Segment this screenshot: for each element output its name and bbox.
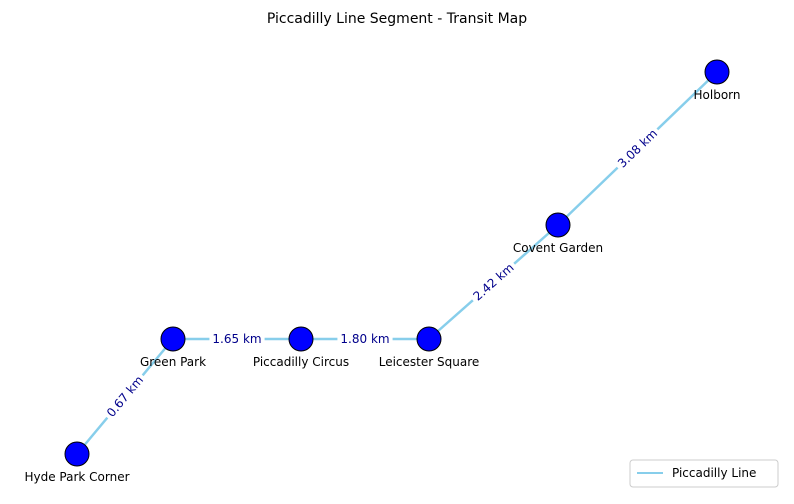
distance-label-background: [337, 331, 393, 347]
distance-label-group: 2.42 km: [467, 257, 520, 307]
distance-labels: 0.67 km 1.65 km 1.80 km 2.42 km 3.08 km: [101, 123, 663, 423]
distance-label-background: [101, 370, 149, 423]
stations: [64, 59, 730, 467]
station-node-green-park: [160, 326, 186, 352]
station-label-holborn: Holborn: [694, 88, 741, 102]
legend: Piccadilly Line: [629, 459, 779, 488]
line-segments: [76, 71, 718, 455]
distance-label: 2.42 km: [470, 260, 516, 303]
station-node-leicester-square: [416, 326, 442, 352]
distance-label-group: 1.80 km: [337, 331, 393, 347]
distance-label-group: 3.08 km: [612, 123, 663, 174]
distance-label: 1.80 km: [340, 332, 389, 346]
station-node-covent-garden: [545, 212, 571, 238]
distance-label-group: 1.65 km: [209, 331, 265, 347]
station-node-piccadilly-circus: [288, 326, 314, 352]
station-label-green-park: Green Park: [140, 355, 206, 369]
legend-box: [629, 459, 779, 488]
distance-label: 0.67 km: [104, 373, 146, 420]
distance-label: 3.08 km: [615, 126, 660, 170]
station-label-hyde-park-corner: Hyde Park Corner: [24, 470, 129, 484]
distance-label-background: [467, 257, 520, 307]
legend-label: Piccadilly Line: [672, 466, 756, 480]
station-node-holborn: [704, 59, 730, 85]
station-labels: Hyde Park Corner Green Park Piccadilly Cir…: [24, 88, 740, 484]
distance-label-background: [209, 331, 265, 347]
distance-label-background: [612, 123, 663, 174]
station-label-piccadilly-circus: Piccadilly Circus: [253, 355, 349, 369]
distance-label-group: 0.67 km: [101, 370, 149, 423]
station-label-leicester-square: Leicester Square: [379, 355, 480, 369]
map-title: Piccadilly Line Segment - Transit Map: [267, 11, 527, 27]
distance-label: 1.65 km: [212, 332, 261, 346]
station-node-hyde-park-corner: [64, 441, 90, 467]
station-label-covent-garden: Covent Garden: [513, 241, 603, 255]
